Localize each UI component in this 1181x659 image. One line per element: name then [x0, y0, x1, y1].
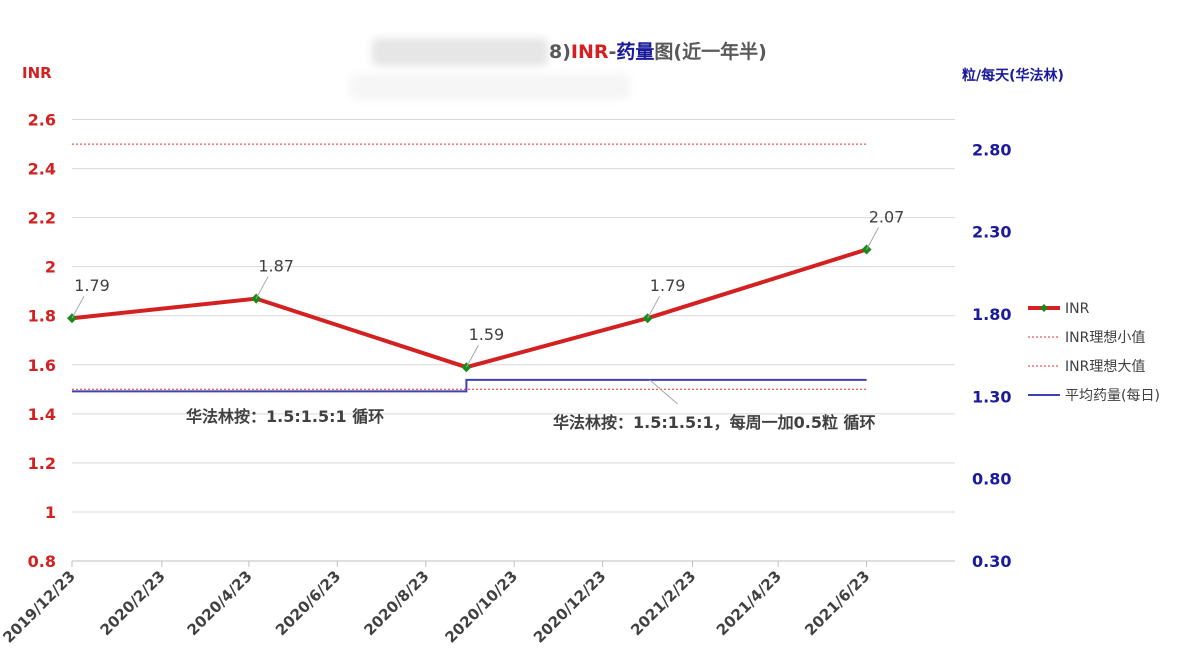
redacted-title-shadow: [350, 74, 630, 100]
y-left-tick-label: 1.2: [28, 454, 56, 473]
x-tick-label: 2020/6/23: [272, 567, 344, 639]
chart-title-part: 图(近一年半): [654, 40, 766, 63]
series-line-3: [72, 378, 867, 393]
x-tick-label: 2020/2/23: [97, 567, 169, 639]
data-label-leader: [465, 345, 479, 368]
y-right-tick-label: 1.80: [972, 305, 1011, 324]
y-left-tick-label: 1.4: [28, 405, 56, 424]
legend-label: 平均药量(每日): [1065, 388, 1160, 404]
data-label: 2.07: [869, 208, 905, 227]
y-left-axis-label: INR: [22, 64, 52, 82]
chart-title-part: INR: [571, 41, 609, 63]
x-tick-label: 2019/12/23: [0, 567, 79, 647]
data-label-leader: [647, 295, 661, 319]
legend-marker: [1040, 304, 1048, 312]
data-label-leader: [866, 227, 879, 250]
y-left-tick-label: 2.4: [28, 160, 56, 179]
x-tick-label: 2020/12/23: [530, 567, 610, 647]
y-right-tick-label: 0.80: [972, 470, 1011, 489]
x-tick-label: 2021/2/23: [627, 567, 699, 639]
y-left-tick-label: 0.8: [28, 552, 56, 571]
chart-title: 8)INR-药量图(近一年半): [549, 40, 767, 63]
chart-title-part: -: [609, 41, 617, 63]
legend-label: INR理想小值: [1065, 330, 1145, 346]
y-right-tick-label: 2.30: [972, 223, 1011, 242]
chart-title-part: 药量: [616, 40, 654, 63]
y-left-tick-label: 2: [45, 258, 56, 277]
data-label: 1.87: [258, 257, 294, 276]
x-tick-label: 2020/8/23: [360, 567, 432, 639]
data-label: 1.59: [469, 325, 505, 344]
y-right-tick-label: 2.80: [972, 140, 1011, 159]
y-right-axis-label: 粒/每天(华法林): [962, 67, 1064, 84]
redacted-title-part: [372, 38, 548, 66]
data-label-leader: [255, 276, 269, 299]
y-left-tick-label: 1.8: [28, 307, 56, 326]
y-right-tick-label: 0.30: [972, 552, 1011, 571]
y-left-tick-label: 1: [45, 503, 56, 522]
y-left-tick-label: 1.6: [28, 356, 56, 375]
legend-label: INR理想大值: [1065, 359, 1145, 375]
chart-title-part: 8): [549, 41, 571, 63]
x-tick-label: 2021/4/23: [713, 567, 785, 639]
annotation-right: 华法林按：1.5:1.5:1，每周一加0.5粒 循环: [553, 413, 876, 432]
x-tick-label: 2020/4/23: [184, 567, 256, 639]
data-label-leader: [71, 295, 85, 319]
x-tick-label: 2020/10/23: [442, 567, 522, 647]
data-label: 1.79: [74, 276, 110, 295]
y-left-tick-label: 2.2: [28, 209, 56, 228]
x-tick-label: 2021/6/23: [801, 567, 873, 639]
annotation-leader: [649, 379, 678, 405]
legend-label: INR: [1065, 301, 1090, 317]
data-label: 1.79: [650, 276, 686, 295]
annotation-left: 华法林按：1.5:1.5:1 循环: [186, 407, 384, 426]
y-left-tick-label: 2.6: [28, 111, 56, 130]
y-right-tick-label: 1.30: [972, 387, 1011, 406]
